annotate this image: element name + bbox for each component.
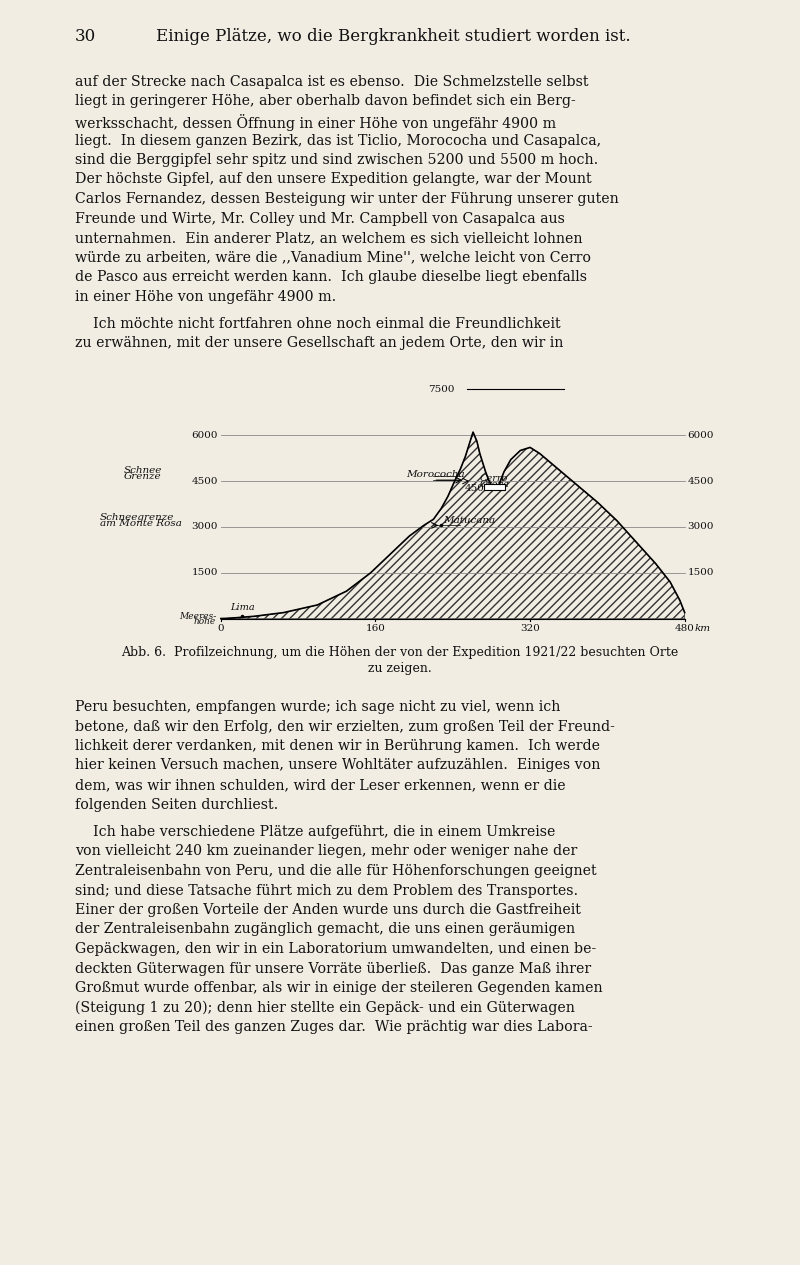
Polygon shape	[221, 433, 685, 619]
Text: deckten Güterwagen für unsere Vorräte überließ.  Das ganze Maß ihrer: deckten Güterwagen für unsere Vorräte üb…	[75, 961, 591, 975]
Text: höhe: höhe	[194, 616, 216, 626]
Text: 30: 30	[75, 28, 97, 46]
Text: 1500: 1500	[687, 568, 714, 577]
Text: de Pasco aus erreicht werden kann.  Ich glaube dieselbe liegt ebenfalls: de Pasco aus erreicht werden kann. Ich g…	[75, 269, 587, 285]
Text: in einer Höhe von ungefähr 4900 m.: in einer Höhe von ungefähr 4900 m.	[75, 290, 337, 304]
Text: zu zeigen.: zu zeigen.	[368, 662, 432, 676]
Text: einen großen Teil des ganzen Zuges dar.  Wie prächtig war dies Labora-: einen großen Teil des ganzen Zuges dar. …	[75, 1020, 593, 1034]
Text: 3000: 3000	[191, 522, 218, 531]
Text: km: km	[694, 624, 710, 634]
Text: Schnee: Schnee	[124, 466, 162, 474]
Text: 1500: 1500	[191, 568, 218, 577]
Text: Gepäckwagen, den wir in ein Laboratorium umwandelten, und einen be-: Gepäckwagen, den wir in ein Laboratorium…	[75, 942, 597, 956]
Text: 160: 160	[366, 624, 386, 634]
Text: Schneegrenze: Schneegrenze	[100, 514, 174, 522]
Text: Meeres-: Meeres-	[178, 612, 216, 621]
Text: folgenden Seiten durchliest.: folgenden Seiten durchliest.	[75, 797, 278, 812]
Text: dem, was wir ihnen schulden, wird der Leser erkennen, wenn er die: dem, was wir ihnen schulden, wird der Le…	[75, 778, 566, 792]
Text: Zentraleisenbahn von Peru, und die alle für Höhenforschungen geeignet: Zentraleisenbahn von Peru, und die alle …	[75, 864, 597, 878]
Text: 7500: 7500	[428, 385, 454, 393]
Text: zu erwähnen, mit der unsere Gesellschaft an jedem Orte, den wir in: zu erwähnen, mit der unsere Gesellschaft…	[75, 336, 563, 350]
Text: Peru besuchten, empfangen wurde; ich sage nicht zu viel, wenn ich: Peru besuchten, empfangen wurde; ich sag…	[75, 700, 561, 713]
Text: Einige Plätze, wo die Bergkrankheit studiert worden ist.: Einige Plätze, wo die Bergkrankheit stud…	[156, 28, 630, 46]
Text: Ich habe verschiedene Plätze aufgeführt, die in einem Umkreise: Ich habe verschiedene Plätze aufgeführt,…	[75, 825, 555, 839]
Text: Großmut wurde offenbar, als wir in einige der steileren Gegenden kamen: Großmut wurde offenbar, als wir in einig…	[75, 980, 603, 996]
Text: liegt in geringerer Höhe, aber oberhalb davon befindet sich ein Berg-: liegt in geringerer Höhe, aber oberhalb …	[75, 95, 576, 109]
Text: am Monte Rosa: am Monte Rosa	[100, 519, 182, 528]
Text: sind die Berggipfel sehr spitz und sind zwischen 5200 und 5500 m hoch.: sind die Berggipfel sehr spitz und sind …	[75, 153, 598, 167]
Text: 4500: 4500	[191, 477, 218, 486]
Text: Carlos Fernandez, dessen Besteigung wir unter der Führung unserer guten: Carlos Fernandez, dessen Besteigung wir …	[75, 192, 619, 206]
Text: Oroya: Oroya	[479, 481, 510, 490]
Text: werksschacht, dessen Öffnung in einer Höhe von ungefähr 4900 m: werksschacht, dessen Öffnung in einer Hö…	[75, 114, 556, 132]
Text: Einer der großen Vorteile der Anden wurde uns durch die Gastfreiheit: Einer der großen Vorteile der Anden wurd…	[75, 903, 581, 917]
Text: sind; und diese Tatsache führt mich zu dem Problem des Transportes.: sind; und diese Tatsache führt mich zu d…	[75, 883, 578, 897]
Text: betone, daß wir den Erfolg, den wir erzielten, zum großen Teil der Freund-: betone, daß wir den Erfolg, den wir erzi…	[75, 720, 615, 734]
Text: würde zu arbeiten, wäre die ,,Vanadium Mine'', welche leicht von Cerro: würde zu arbeiten, wäre die ,,Vanadium M…	[75, 250, 591, 264]
Text: 6000: 6000	[191, 430, 218, 440]
Text: Grenze: Grenze	[124, 472, 162, 481]
Bar	[484, 484, 505, 491]
Text: 4500: 4500	[687, 477, 714, 486]
Text: 480: 480	[674, 624, 694, 634]
Text: hier keinen Versuch machen, unsere Wohltäter aufzuzählen.  Einiges von: hier keinen Versuch machen, unsere Wohlt…	[75, 759, 601, 773]
Text: (Steigung 1 zu 20); denn hier stellte ein Gepäck- und ein Güterwagen: (Steigung 1 zu 20); denn hier stellte ei…	[75, 1001, 575, 1015]
Text: Abb. 6.  Profilzeichnung, um die Höhen der von der Expedition 1921/22 besuchten : Abb. 6. Profilzeichnung, um die Höhen de…	[122, 646, 678, 659]
Text: 6000: 6000	[687, 430, 714, 440]
Text: lichkeit derer verdanken, mit denen wir in Berührung kamen.  Ich werde: lichkeit derer verdanken, mit denen wir …	[75, 739, 600, 753]
Text: von vielleicht 240 km zueinander liegen, mehr oder weniger nahe der: von vielleicht 240 km zueinander liegen,…	[75, 845, 578, 859]
Text: 4500: 4500	[464, 484, 491, 493]
Text: 320: 320	[520, 624, 540, 634]
Text: Cerro: Cerro	[480, 474, 509, 483]
Text: 0: 0	[218, 624, 224, 634]
Text: Matucana: Matucana	[443, 516, 495, 525]
Text: liegt.  In diesem ganzen Bezirk, das ist Ticlio, Morococha und Casapalca,: liegt. In diesem ganzen Bezirk, das ist …	[75, 134, 602, 148]
Text: Ich möchte nicht fortfahren ohne noch einmal die Freundlichkeit: Ich möchte nicht fortfahren ohne noch ei…	[75, 318, 561, 331]
Text: Der höchste Gipfel, auf den unsere Expedition gelangte, war der Mount: Der höchste Gipfel, auf den unsere Exped…	[75, 172, 592, 186]
Text: Freunde und Wirte, Mr. Colley und Mr. Campbell von Casapalca aus: Freunde und Wirte, Mr. Colley und Mr. Ca…	[75, 211, 565, 225]
Text: Lima: Lima	[230, 602, 254, 612]
Text: der Zentraleisenbahn zugänglich gemacht, die uns einen geräumigen: der Zentraleisenbahn zugänglich gemacht,…	[75, 922, 575, 936]
Text: 3000: 3000	[687, 522, 714, 531]
Text: unternahmen.  Ein anderer Platz, an welchem es sich vielleicht lohnen: unternahmen. Ein anderer Platz, an welch…	[75, 231, 582, 245]
Text: Morococha: Morococha	[406, 469, 464, 478]
Text: auf der Strecke nach Casapalca ist es ebenso.  Die Schmelzstelle selbst: auf der Strecke nach Casapalca ist es eb…	[75, 75, 589, 89]
